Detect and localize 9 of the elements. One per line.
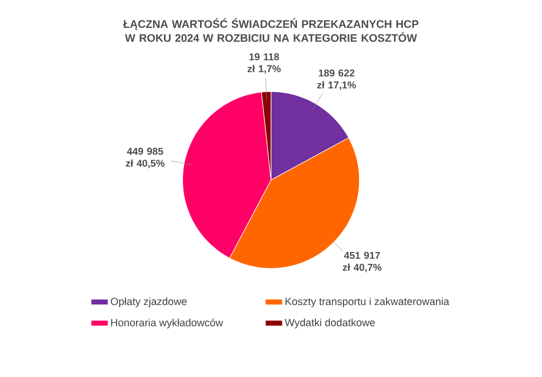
data-label: 451 917 zł 40,7%	[342, 252, 382, 272]
legend-label: Opłaty zjazdowe	[110, 297, 187, 308]
data-label: 189 622 zł 17,1%	[317, 69, 356, 90]
legend-label: Wydatki dodatkowe	[284, 318, 375, 328]
data-label: 449 985 zł 40,5%	[126, 148, 165, 168]
legend-label: Koszty transportu i zakwaterowania	[286, 297, 450, 308]
chart-title: ŁĄCZNA WARTOŚĆ ŚWIADCZEŃ PRZEKAZANYCH HCP W ROKU 2024 W ROZBICIU NA KATEGORIE KOSZTÓW	[123, 18, 418, 42]
data-label: 19 118 zł 1,7%	[248, 53, 281, 74]
legend-label: Honoraria wykładowców	[111, 318, 224, 328]
